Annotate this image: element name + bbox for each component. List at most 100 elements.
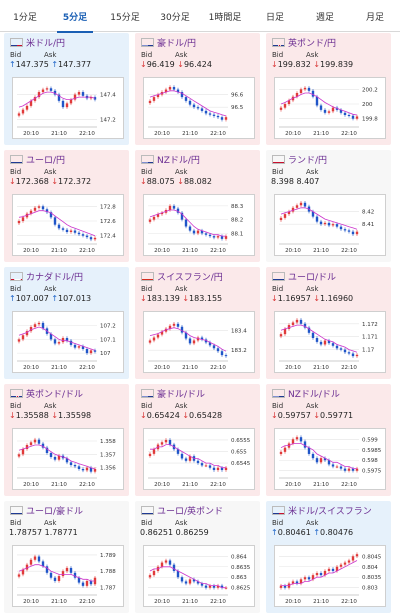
- x-tick-label: 20:10: [23, 599, 39, 605]
- pair-title[interactable]: 米ドル/円: [26, 39, 66, 49]
- pair-title[interactable]: ランド/円: [288, 156, 328, 166]
- candle-body: [93, 469, 97, 472]
- moving-average-line: [280, 207, 358, 230]
- candle-body: [311, 332, 315, 338]
- tab-1min[interactable]: 1分足: [13, 12, 37, 23]
- currency-card[interactable]: カナダドル/円 Bid Ask ↑107.007 ↑107.013 107.2 107.1…: [4, 267, 129, 379]
- pair-title[interactable]: 米ドル/スイスフラン: [288, 507, 372, 517]
- candle-body: [323, 222, 327, 225]
- candle-body: [311, 90, 315, 97]
- pair-title[interactable]: 豪ドル/円: [157, 39, 197, 49]
- chart-svg: 0.6555 0.655 0.6545 20:10 21:10 22:10: [148, 438, 251, 488]
- currency-card[interactable]: ユーロ/豪ドル Bid Ask 1.78757 1.78771 1.789 1.788 1.…: [4, 501, 129, 613]
- pair-title[interactable]: ユーロ/円: [26, 156, 66, 166]
- tab-weekly[interactable]: 週足: [315, 12, 334, 23]
- candle-body: [25, 331, 29, 336]
- pair-title[interactable]: カナダドル/円: [26, 273, 84, 283]
- pair-title[interactable]: ユーロ/ドル: [288, 273, 337, 283]
- candle-body: [188, 579, 192, 584]
- candle-body: [291, 439, 295, 444]
- candle-body: [355, 231, 359, 235]
- chart-svg: 107.2 107.1 107 20:10 21:10 22:10: [17, 321, 116, 371]
- candle-body: [156, 334, 160, 338]
- pair-title[interactable]: NZドル/ドル: [288, 390, 340, 400]
- candle-body: [343, 112, 347, 115]
- candle-body: [41, 443, 45, 448]
- trend-arrow-icon: ↓: [9, 177, 16, 186]
- tab-monthly[interactable]: 月足: [365, 12, 384, 23]
- candle-body: [303, 323, 307, 328]
- currency-card[interactable]: 豪ドル/ドル Bid Ask ↓0.65424 ↓0.65428 0.6555 0.655…: [135, 384, 260, 496]
- tab-1hour[interactable]: 1時間足: [208, 12, 242, 23]
- candle-body: [152, 97, 156, 101]
- currency-card[interactable]: ユーロ/円 Bid Ask ↓172.368 ↓172.372 172.8 172.6 17…: [4, 150, 129, 262]
- tab-15min[interactable]: 15分足: [110, 12, 140, 23]
- candle-body: [49, 88, 53, 91]
- candle-body: [196, 460, 200, 464]
- candle-body: [283, 104, 287, 108]
- currency-card[interactable]: 英ポンド/ドル Bid Ask ↓1.35588 ↓1.35598 1.358 1.357…: [4, 384, 129, 496]
- candle-body: [343, 349, 347, 353]
- currency-card[interactable]: スイスフラン/円 Bid Ask ↓183.139 ↓183.155 183.4 183.…: [135, 267, 260, 379]
- tab-daily[interactable]: 日足: [265, 12, 284, 23]
- candle-body: [85, 235, 89, 238]
- candle-body: [204, 585, 208, 588]
- y-tick-label: 88.2: [231, 218, 243, 224]
- price-row: ↓88.075 ↓88.082: [140, 177, 212, 186]
- x-tick-label: 20:10: [285, 248, 301, 254]
- eu-flag-icon: [272, 272, 285, 281]
- currency-card[interactable]: ユーロ/ドル Bid Ask ↓1.16957 ↓1.16960 1.172 1.171 1…: [266, 267, 391, 379]
- candle-body: [81, 469, 85, 471]
- x-tick-label: 21:10: [182, 131, 198, 137]
- bid-value: 0.59757: [277, 411, 311, 420]
- candle-body: [168, 87, 172, 90]
- currency-card[interactable]: 米ドル/スイスフラン Bid Ask ↑0.80461 ↑0.80476 0.8045 0…: [266, 501, 391, 613]
- trend-arrow-icon: ↓: [9, 411, 16, 420]
- trend-arrow-icon: ↓: [182, 411, 190, 420]
- bid-label: Bid: [10, 402, 22, 410]
- ask-value: 1.16960: [320, 294, 354, 303]
- currency-card[interactable]: ランド/円 Bid Ask 8.398 8.407 8.42 8.41 20:10 21:10…: [266, 150, 391, 262]
- currency-card[interactable]: 米ドル/円 Bid Ask ↑147.375 ↑147.377 147.4 147.2 20…: [4, 33, 129, 145]
- y-tick-label: 0.803: [362, 586, 378, 592]
- chart-svg: 0.599 0.5985 0.598 0.5975 20:10 21:10 22:10: [279, 435, 382, 488]
- trend-arrow-icon: ↓: [271, 294, 278, 303]
- pair-title[interactable]: 英ポンド/円: [288, 39, 337, 49]
- tab-5min[interactable]: 5分足: [50, 0, 100, 33]
- moving-average-line: [18, 210, 96, 237]
- eu-flag-icon: [10, 506, 23, 515]
- y-tick-label: 1.788: [100, 569, 116, 575]
- candle-body: [57, 224, 61, 229]
- y-tick-label: 0.6555: [231, 438, 251, 444]
- currency-card[interactable]: NZドル/ドル Bid Ask ↓0.59757 ↓0.59771 0.599 0.598…: [266, 384, 391, 496]
- bid-value: 1.16957: [277, 294, 311, 303]
- currency-card[interactable]: ユーロ/英ポンド Bid Ask 0.86251 0.86259 0.864 0.8635…: [135, 501, 260, 613]
- candle-body: [192, 340, 196, 344]
- x-tick-label: 20:10: [23, 248, 39, 254]
- currency-card[interactable]: NZドル/円 Bid Ask ↓88.075 ↓88.082 88.3 88.2 88.1 2…: [135, 150, 260, 262]
- pair-title[interactable]: スイスフラン/円: [157, 273, 223, 283]
- bid-value: 88.075: [146, 177, 175, 186]
- ask-label: Ask: [175, 168, 188, 176]
- moving-average-line: [149, 327, 227, 352]
- currency-card[interactable]: 豪ドル/円 Bid Ask ↓96.419 ↓96.424 96.6 96.5 20:10 2…: [135, 33, 260, 145]
- candle-body: [295, 437, 299, 440]
- candle-body: [212, 467, 216, 471]
- y-tick-label: 0.5985: [362, 448, 382, 454]
- candle-body: [168, 205, 172, 210]
- candle-body: [61, 571, 65, 577]
- candle-body: [351, 231, 355, 235]
- y-tick-label: 1.789: [100, 553, 116, 559]
- chart-svg: 8.42 8.41 20:10 21:10 22:10: [279, 201, 374, 254]
- pair-title[interactable]: NZドル/円: [157, 156, 200, 166]
- candle-body: [61, 100, 65, 108]
- pair-title[interactable]: ユーロ/英ポンド: [157, 507, 224, 517]
- candlestick-chart: 200.2 200 199.8 20:10 21:10 22:10: [274, 77, 386, 139]
- candle-body: [311, 211, 315, 217]
- currency-card[interactable]: 英ポンド/円 Bid Ask ↓199.832 ↓199.839 200.2 200 199…: [266, 33, 391, 145]
- pair-title[interactable]: 英ポンド/ドル: [26, 390, 84, 400]
- tab-30min[interactable]: 30分足: [160, 12, 190, 23]
- pair-title[interactable]: ユーロ/豪ドル: [26, 507, 84, 517]
- candle-body: [41, 561, 45, 567]
- pair-title[interactable]: 豪ドル/ドル: [157, 390, 206, 400]
